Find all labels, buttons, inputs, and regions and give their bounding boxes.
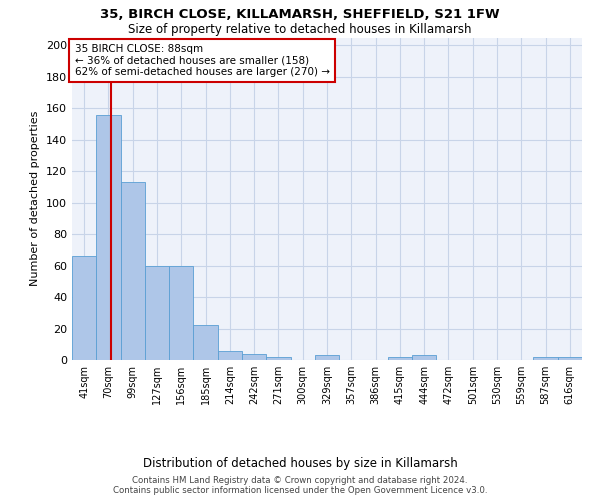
Text: 35 BIRCH CLOSE: 88sqm
← 36% of detached houses are smaller (158)
62% of semi-det: 35 BIRCH CLOSE: 88sqm ← 36% of detached … [74,44,329,77]
Y-axis label: Number of detached properties: Number of detached properties [31,111,40,286]
Bar [145,266,169,360]
Bar [218,350,242,360]
Bar [121,182,145,360]
Bar [388,357,412,360]
Text: Distribution of detached houses by size in Killamarsh: Distribution of detached houses by size … [143,458,457,470]
Bar [266,357,290,360]
Bar [533,357,558,360]
Bar [193,326,218,360]
Bar [315,356,339,360]
Text: Size of property relative to detached houses in Killamarsh: Size of property relative to detached ho… [128,22,472,36]
Bar [558,357,582,360]
Bar [169,266,193,360]
Bar [242,354,266,360]
Bar [96,114,121,360]
Bar [72,256,96,360]
Text: Contains HM Land Registry data © Crown copyright and database right 2024.
Contai: Contains HM Land Registry data © Crown c… [113,476,487,495]
Bar [412,356,436,360]
Text: 35, BIRCH CLOSE, KILLAMARSH, SHEFFIELD, S21 1FW: 35, BIRCH CLOSE, KILLAMARSH, SHEFFIELD, … [100,8,500,20]
